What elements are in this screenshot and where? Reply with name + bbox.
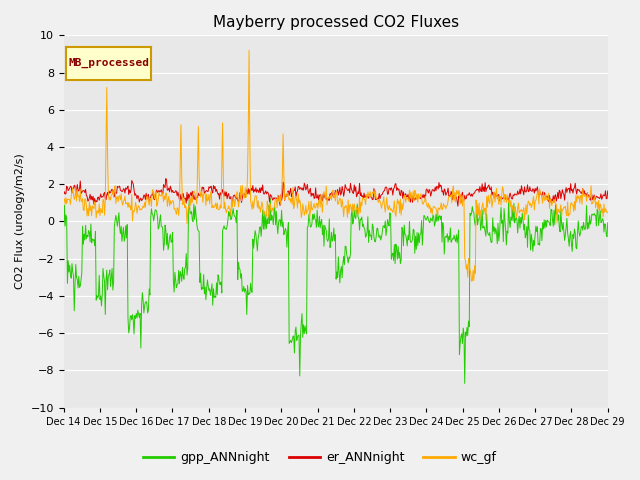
- gpp_ANNnight: [70, 273, 77, 279]
- gpp_ANNnight: [266, 195, 274, 201]
- gpp_ANNnight: [181, 265, 189, 271]
- gpp_ANNnight: [125, 325, 133, 331]
- gpp_ANNnight: [461, 381, 468, 386]
- gpp_ANNnight: [604, 220, 612, 226]
- Title: Mayberry processed CO2 Fluxes: Mayberry processed CO2 Fluxes: [212, 15, 459, 30]
- wc_gf: [125, 204, 133, 210]
- gpp_ANNnight: [210, 286, 218, 292]
- er_ANNnight: [125, 187, 133, 192]
- wc_gf: [419, 201, 426, 206]
- Legend: gpp_ANNnight, er_ANNnight, wc_gf: gpp_ANNnight, er_ANNnight, wc_gf: [138, 446, 502, 469]
- wc_gf: [60, 198, 67, 204]
- er_ANNnight: [70, 185, 77, 191]
- gpp_ANNnight: [419, 242, 426, 248]
- Line: er_ANNnight: er_ANNnight: [63, 179, 608, 206]
- er_ANNnight: [182, 195, 189, 201]
- gpp_ANNnight: [403, 236, 410, 241]
- er_ANNnight: [604, 188, 612, 194]
- wc_gf: [70, 192, 77, 197]
- gpp_ANNnight: [60, 225, 67, 230]
- er_ANNnight: [419, 194, 426, 200]
- er_ANNnight: [162, 176, 170, 181]
- wc_gf: [181, 205, 189, 211]
- wc_gf: [403, 195, 410, 201]
- er_ANNnight: [211, 186, 218, 192]
- er_ANNnight: [454, 203, 461, 209]
- Line: wc_gf: wc_gf: [63, 50, 608, 281]
- wc_gf: [604, 210, 612, 216]
- wc_gf: [245, 48, 253, 53]
- Y-axis label: CO2 Flux (urology/m2/s): CO2 Flux (urology/m2/s): [15, 154, 25, 289]
- er_ANNnight: [403, 194, 410, 200]
- er_ANNnight: [60, 191, 67, 197]
- wc_gf: [468, 278, 476, 284]
- wc_gf: [210, 205, 218, 211]
- Line: gpp_ANNnight: gpp_ANNnight: [63, 198, 608, 384]
